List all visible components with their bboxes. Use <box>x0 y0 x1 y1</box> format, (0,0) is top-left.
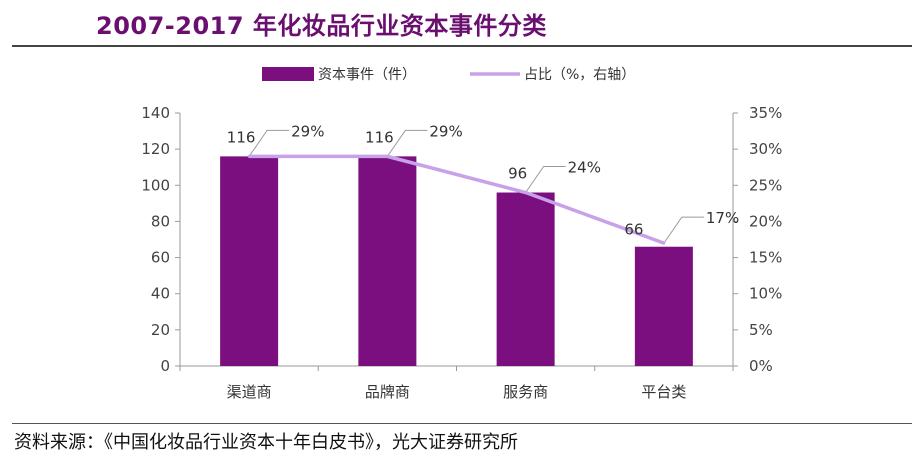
line-point <box>524 191 528 195</box>
y2-tick-label: 5% <box>749 321 773 339</box>
legend: 资本事件（件） 占比（%，右轴） <box>262 67 635 83</box>
line-series <box>249 154 665 245</box>
leader-lines <box>248 129 704 244</box>
legend-label-line: 占比（%，右轴） <box>524 67 635 83</box>
y2-tick-label: 15% <box>749 249 782 267</box>
ratio-line <box>247 154 666 245</box>
leader-line <box>386 129 428 157</box>
line-value-label: 29% <box>429 122 462 140</box>
leader-line <box>663 216 704 244</box>
x-tick-label: 渠道商 <box>227 383 272 401</box>
x-tick-label: 服务商 <box>503 383 548 401</box>
bar <box>496 192 555 366</box>
y2-tick-label: 30% <box>749 140 782 158</box>
legend-label-bar: 资本事件（件） <box>318 67 416 83</box>
y2-tick-label: 35% <box>749 104 782 122</box>
leader-line <box>248 129 290 157</box>
y-tick-label: 0 <box>160 357 170 375</box>
line-point <box>247 154 251 158</box>
bar-value-label: 116 <box>227 128 256 146</box>
source-note: 资料来源：《中国化妆品行业资本十年白皮书》，光大证券研究所 <box>14 432 518 453</box>
bars <box>220 156 693 366</box>
y-tick-label: 80 <box>151 212 170 230</box>
x-tick-label: 品牌商 <box>365 383 410 401</box>
y-tick-label: 100 <box>141 176 170 194</box>
leader-line <box>525 166 566 193</box>
y2-tick-label: 20% <box>749 212 782 230</box>
bar <box>220 156 279 366</box>
y2-tick-label: 25% <box>749 176 782 194</box>
chart-canvas: 资本事件（件） 占比（%，右轴） 0 20 40 60 80 100 120 140 0% 5% 10… <box>141 67 782 401</box>
y-tick-label: 120 <box>141 140 170 158</box>
y-tick-label: 140 <box>141 104 170 122</box>
bar-value-label: 66 <box>624 221 643 239</box>
line-point <box>385 154 389 158</box>
line-value-label: 29% <box>291 122 324 140</box>
line-point <box>662 241 666 245</box>
bar <box>358 156 417 366</box>
bar-value-label: 116 <box>365 128 394 146</box>
title-divider <box>12 45 912 47</box>
source-divider <box>12 423 912 424</box>
bar <box>634 246 693 366</box>
data-labels: 116 116 96 66 29% 29% 24% 17% <box>227 122 739 238</box>
y-tick-label: 40 <box>151 285 170 303</box>
line-value-label: 17% <box>706 209 739 227</box>
y-tick-label: 60 <box>151 249 170 267</box>
line-value-label: 24% <box>568 159 601 177</box>
legend-swatch-bar <box>262 67 314 81</box>
bar-value-label: 96 <box>508 165 527 183</box>
x-tick-label: 平台类 <box>641 383 686 401</box>
y-tick-label: 20 <box>151 321 170 339</box>
axes: 0 20 40 60 80 100 120 140 0% 5% 10% 15% 20% 25% 30% 35%… <box>141 104 782 401</box>
y2-tick-label: 0% <box>749 357 773 375</box>
y2-tick-label: 10% <box>749 285 782 303</box>
chart-title: 2007-2017 年化妆品行业资本事件分类 <box>96 12 547 40</box>
